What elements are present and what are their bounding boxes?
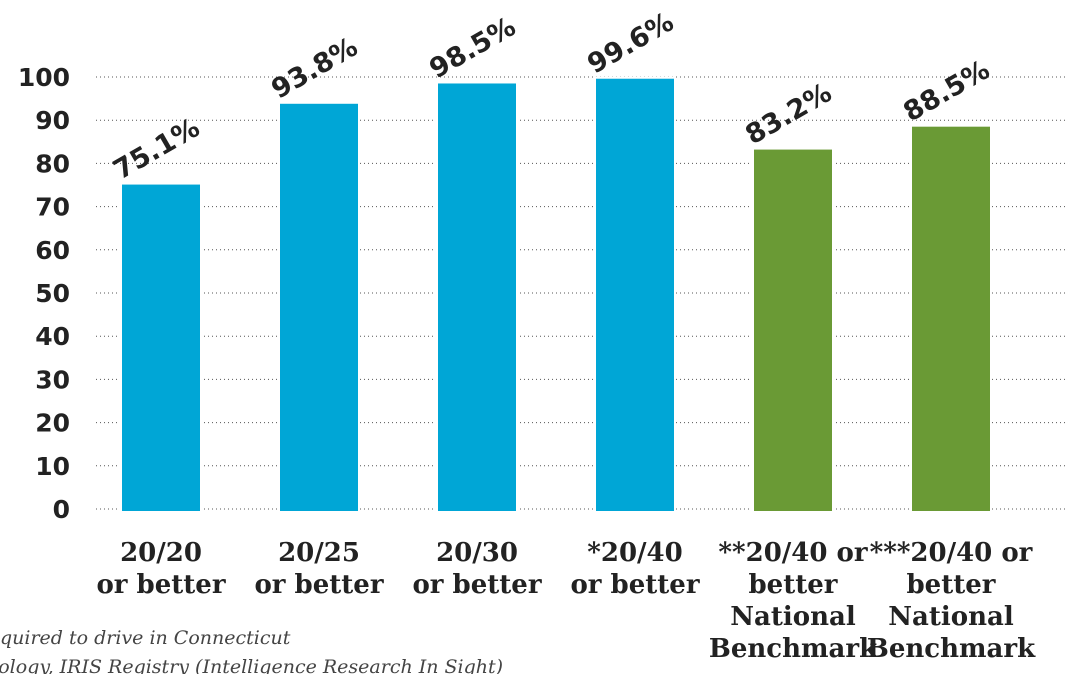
category-label-1-line-0: 20/25 — [278, 538, 360, 568]
y-tick-label-70: 70 — [35, 193, 70, 222]
y-tick-label-90: 90 — [35, 106, 70, 135]
footnote-2: nology, IRIS Registry (Intelligence Rese… — [0, 656, 503, 674]
category-label-3-line-1: or better — [570, 570, 699, 600]
category-label-4-line-2: National — [730, 602, 856, 632]
y-tick-label-40: 40 — [35, 322, 70, 351]
y-tick-label-60: 60 — [35, 236, 70, 265]
bar-0 — [122, 184, 200, 511]
category-label-5-line-1: better — [907, 570, 996, 600]
y-tick-label-30: 30 — [35, 365, 70, 394]
bars — [120, 76, 992, 512]
footnote-1: quired to drive in Connecticut — [0, 627, 291, 649]
y-tick-label-100: 100 — [18, 63, 70, 92]
data-label-4: 83.2% — [740, 77, 837, 151]
category-label-4-line-3: Benchmark — [709, 634, 878, 664]
y-tick-label-80: 80 — [35, 149, 70, 178]
data-labels: 75.1% 93.8% 98.5% 99.6% 83.2% 88.5% — [108, 7, 995, 187]
gridlines — [96, 76, 1065, 510]
y-tick-label-10: 10 — [35, 452, 70, 481]
bar-3 — [596, 78, 674, 511]
category-label-0-line-0: 20/20 — [120, 538, 202, 568]
category-label-1-line-1: or better — [254, 570, 383, 600]
y-tick-label-0: 0 — [53, 495, 70, 524]
footnotes: quired to drive in Connecticut nology, I… — [0, 627, 503, 678]
category-label-5-line-3: Benchmark — [867, 634, 1036, 664]
category-label-2-line-0: 20/30 — [436, 538, 518, 568]
category-label-5-line-2: National — [888, 602, 1014, 632]
category-label-3-line-0: *20/40 — [587, 538, 682, 568]
data-label-1: 93.8% — [266, 32, 363, 106]
category-label-4-line-1: better — [749, 570, 838, 600]
bar-2 — [438, 83, 516, 511]
bar-4 — [754, 149, 832, 512]
category-label-0-line-1: or better — [96, 570, 225, 600]
category-label-4-line-0: **20/40 or — [718, 538, 867, 568]
category-label-2-line-1: or better — [412, 570, 541, 600]
y-tick-label-50: 50 — [35, 279, 70, 308]
y-tick-label-20: 20 — [35, 409, 70, 438]
data-label-0: 75.1% — [108, 112, 205, 186]
bar-5 — [912, 126, 990, 512]
y-axis-tick-labels: 0 10 20 30 40 50 60 70 80 90 100 — [18, 63, 70, 524]
bar-1 — [280, 103, 358, 511]
data-label-2: 98.5% — [424, 11, 521, 85]
data-label-5: 88.5% — [898, 54, 995, 128]
category-label-5-line-0: ***20/40 or — [870, 538, 1033, 568]
data-label-3: 99.6% — [582, 7, 679, 81]
